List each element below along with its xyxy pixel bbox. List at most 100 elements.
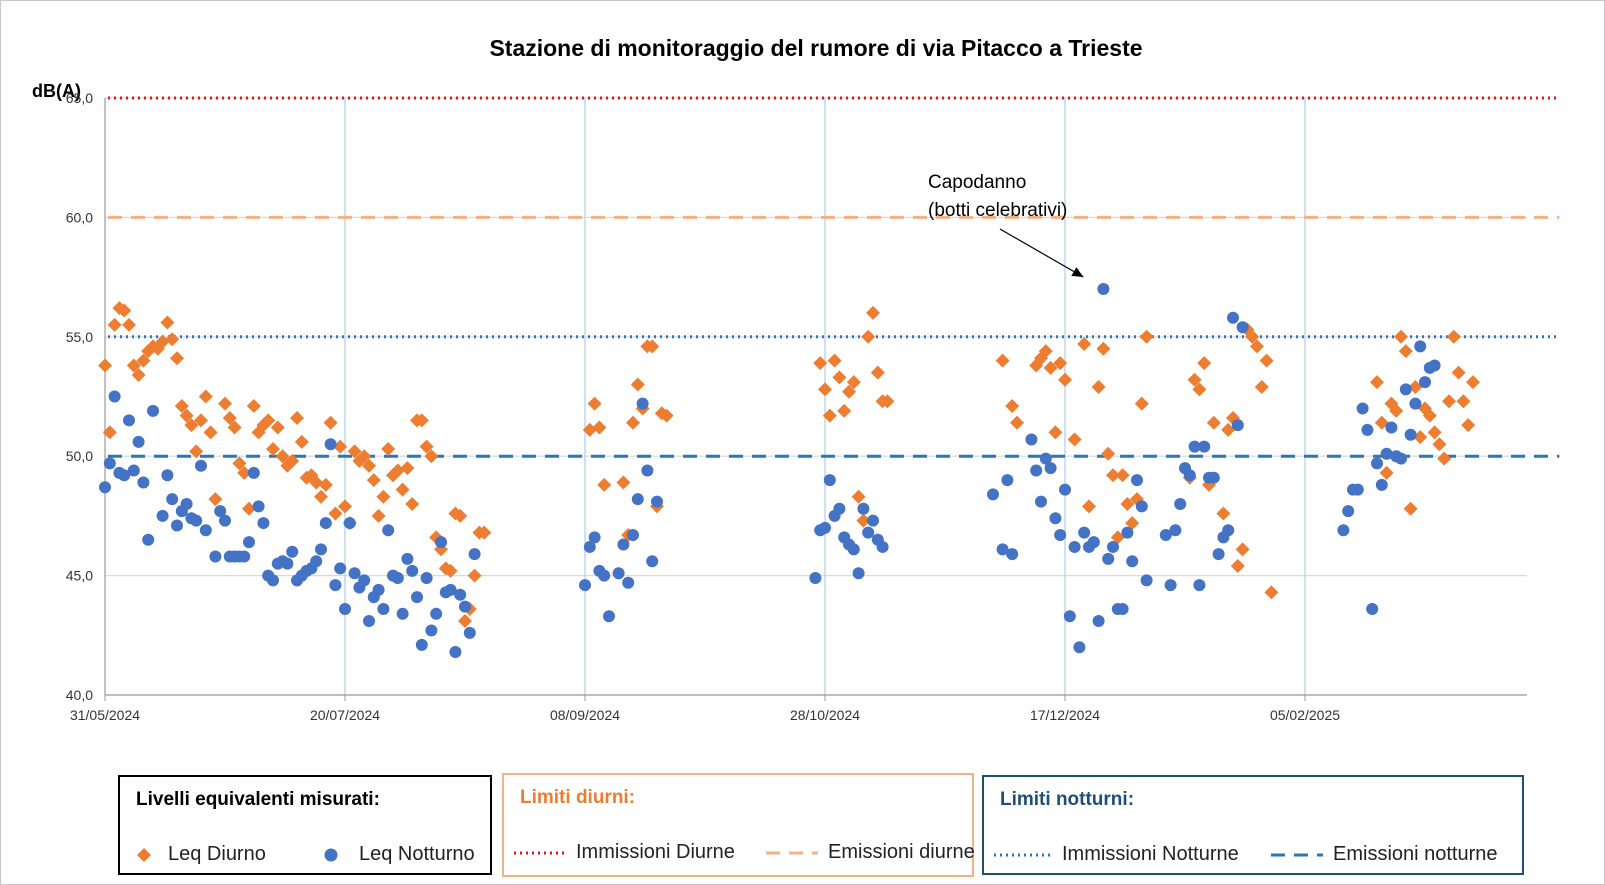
point-leq-notturno — [363, 614, 375, 627]
point-leq-notturno — [166, 493, 179, 506]
point-leq-notturno — [1049, 512, 1062, 525]
point-leq-diurno — [1120, 496, 1135, 511]
series-leq-notturno — [99, 283, 1441, 659]
point-leq-diurno — [424, 449, 439, 464]
point-leq-notturno — [454, 588, 467, 601]
point-leq-diurno — [1067, 432, 1082, 447]
point-leq-diurno — [390, 463, 405, 478]
point-leq-notturno — [1404, 428, 1417, 441]
point-leq-notturno — [401, 552, 414, 565]
point-leq-notturno — [1092, 614, 1105, 627]
point-leq-notturno — [425, 624, 438, 637]
point-leq-diurno — [266, 442, 280, 457]
point-leq-diurno — [1110, 530, 1125, 545]
point-leq-notturno — [324, 438, 337, 451]
point-leq-notturno — [209, 550, 222, 563]
point-leq-notturno — [247, 466, 260, 479]
point-leq-diurno — [1437, 451, 1452, 466]
point-leq-diurno — [237, 465, 252, 480]
annotation-text: Capodanno — [928, 172, 1026, 193]
x-tick-label: 17/12/2024 — [1030, 707, 1100, 723]
point-leq-diurno — [98, 358, 112, 373]
point-leq-diurno — [1091, 379, 1106, 394]
point-leq-notturno — [1006, 548, 1019, 561]
point-leq-notturno — [1078, 526, 1091, 539]
point-leq-diurno — [467, 568, 482, 583]
y-tick-label: 40,0 — [66, 687, 93, 703]
point-leq-notturno — [1025, 433, 1038, 446]
point-leq-notturno — [1227, 311, 1239, 324]
point-leq-diurno — [270, 420, 285, 435]
point-leq-notturno — [257, 517, 270, 530]
point-leq-diurno — [827, 353, 842, 368]
diamond-marker-icon — [137, 847, 151, 862]
point-leq-diurno — [309, 475, 324, 490]
point-leq-notturno — [1361, 423, 1374, 436]
point-leq-diurno — [1413, 430, 1428, 445]
point-leq-notturno — [1399, 383, 1412, 396]
point-leq-notturno — [108, 390, 121, 403]
point-leq-notturno — [315, 543, 327, 556]
point-leq-diurno — [419, 439, 434, 454]
point-leq-notturno — [852, 567, 865, 580]
point-leq-diurno — [323, 415, 338, 430]
point-leq-notturno — [118, 469, 131, 482]
point-leq-notturno — [1231, 419, 1244, 432]
y-tick-label: 65,0 — [66, 90, 93, 106]
point-leq-notturno — [103, 457, 116, 470]
y-axis-label: dB(A) — [32, 81, 81, 101]
point-leq-diurno — [405, 496, 420, 511]
point-leq-notturno — [343, 517, 356, 530]
point-leq-notturno — [1414, 340, 1427, 353]
annotation-arrow — [999, 228, 1084, 278]
point-leq-notturno — [1395, 452, 1407, 465]
point-leq-notturno — [1207, 471, 1220, 484]
dotted-red-line-icon — [514, 851, 566, 854]
point-leq-notturno — [1107, 540, 1119, 553]
point-leq-diurno — [1125, 516, 1140, 531]
point-leq-diurno — [1134, 396, 1149, 411]
point-leq-notturno — [641, 464, 654, 477]
point-leq-diurno — [179, 408, 194, 423]
y-tick-label: 45,0 — [66, 568, 93, 584]
point-leq-diurno — [165, 332, 180, 347]
point-leq-diurno — [1053, 356, 1068, 371]
point-leq-diurno — [1394, 329, 1408, 344]
point-leq-notturno — [435, 536, 447, 549]
point-leq-notturno — [449, 646, 462, 659]
point-leq-diurno — [856, 513, 871, 528]
point-leq-notturno — [1174, 497, 1187, 510]
point-leq-notturno — [195, 459, 207, 472]
point-leq-diurno — [136, 353, 151, 368]
legend-measured: Livelli equivalenti misurati: Leq Diurno… — [118, 775, 492, 875]
point-leq-diurno — [1456, 394, 1471, 409]
point-leq-notturno — [238, 550, 251, 563]
point-leq-notturno — [127, 464, 140, 477]
point-leq-diurno — [338, 499, 352, 514]
point-leq-notturno — [617, 538, 630, 551]
point-leq-diurno — [1466, 375, 1480, 390]
point-leq-diurno — [1058, 372, 1072, 387]
point-leq-diurno — [1197, 356, 1212, 371]
point-leq-diurno — [122, 317, 136, 332]
point-leq-diurno — [318, 477, 333, 492]
point-leq-diurno — [1230, 559, 1245, 574]
point-leq-notturno — [867, 514, 879, 527]
point-leq-notturno — [334, 562, 347, 575]
point-leq-diurno — [362, 458, 376, 473]
point-leq-diurno — [1048, 425, 1063, 440]
point-leq-diurno — [131, 368, 146, 383]
point-leq-notturno — [583, 540, 596, 553]
point-leq-notturno — [468, 548, 481, 561]
point-leq-notturno — [310, 555, 323, 568]
point-leq-diurno — [1221, 422, 1236, 437]
point-leq-diurno — [294, 434, 309, 449]
point-leq-diurno — [290, 410, 304, 425]
point-leq-notturno — [809, 571, 822, 584]
point-leq-notturno — [823, 474, 836, 487]
point-leq-diurno — [376, 489, 391, 504]
series-leq-diurno — [98, 301, 1480, 628]
x-tick-label: 20/07/2024 — [310, 707, 380, 723]
point-leq-notturno — [588, 531, 601, 544]
point-leq-notturno — [459, 600, 471, 613]
